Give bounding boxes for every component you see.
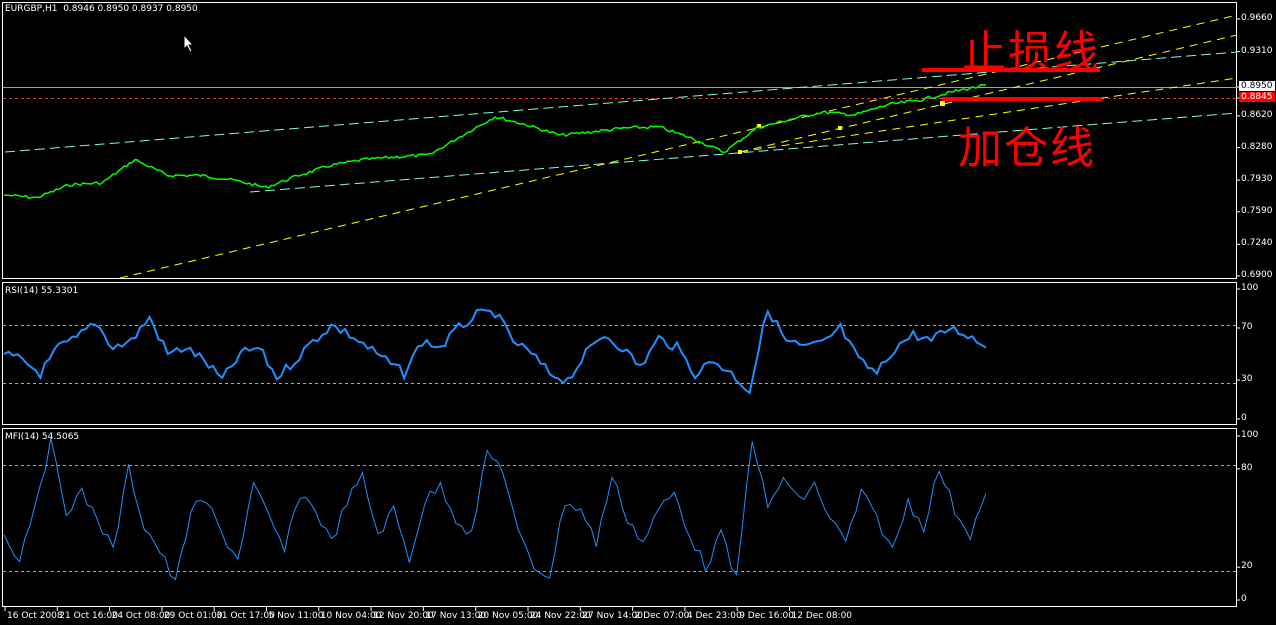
x-axis-tick-label: 31 Oct 17:00 [216,611,275,621]
y-axis-tick-label: 0.8620 [1241,109,1273,120]
price-panel-frame [2,2,1237,279]
trend-anchor-point[interactable] [738,150,742,154]
add-position-annotation: 加仓线 [958,123,1096,174]
trend-line-short[interactable] [739,34,1238,153]
x-axis-tick-label: 21 Oct 16:00 [59,611,118,621]
y-axis-tick-label: 0.8845 [1239,92,1275,102]
y-axis-tick-label: 0 [1241,413,1247,423]
y-axis-tick-label: 0.8950 [1239,81,1275,91]
channel-lower-line[interactable] [249,112,1238,193]
x-axis-tick-label: 5 Nov 11:00 [268,611,324,621]
trend-line-long[interactable] [119,14,1238,279]
rsi-title: RSI(14) 55.3301 [5,286,79,296]
rsi-series-line [3,308,987,395]
x-axis-tick-label: 27 Nov 14:00 [582,611,643,621]
y-axis-tick-label: 80 [1241,462,1253,473]
y-axis-tick-label: 100 [1241,430,1259,440]
price-series-line [3,83,987,200]
x-axis-tick-label: 4 Dec 23:00 [686,611,742,621]
y-axis-tick-label: 30 [1241,374,1253,384]
x-axis-tick-label: 12 Dec 08:00 [791,611,853,621]
y-axis-tick-label: 0 [1241,594,1247,604]
rsi-panel-frame [2,282,1237,425]
x-axis-tick-label: 20 Nov 05:00 [477,611,539,621]
symbol-label: EURGBP,H1 [5,4,58,14]
x-axis-tick-label: 24 Oct 08:00 [111,611,171,621]
y-axis-tick-label: 0.8280 [1241,141,1273,152]
x-axis-tick-label: 10 Nov 04:00 [320,611,382,621]
x-axis-tick-label: 16 Oct 2008 [7,611,63,621]
channel-upper-line[interactable] [4,51,1238,153]
chart-header: EURGBP,H1 0.8946 0.8950 0.8937 0.8950 [5,4,198,14]
x-axis-tick-label: 24 Nov 22:00 [530,611,591,621]
y-axis-tick-label: 100 [1241,283,1259,293]
x-axis-tick-label: 29 Oct 01:00 [163,611,223,621]
x-axis-tick-label: 12 Nov 20:00 [373,611,434,621]
y-axis-tick-label: 20 [1241,561,1253,572]
mouse-cursor-icon [183,34,195,53]
mfi-panel-frame [2,428,1237,607]
trend-anchor-point[interactable] [940,101,945,106]
x-axis-tick-label: 2 Dec 07:00 [634,611,690,621]
ohlc-label: 0.8946 0.8950 0.8937 0.8950 [63,4,198,14]
x-axis-tick-label: 17 Nov 13:00 [425,611,487,621]
y-axis-tick-label: 0.7590 [1241,205,1273,216]
mfi-series-line [3,438,987,581]
x-axis-tick-label: 9 Dec 16:00 [739,611,794,621]
y-axis-tick-label: 0.7240 [1241,238,1273,249]
y-axis-tick-label: 0.6900 [1241,270,1273,280]
trend-anchor-point[interactable] [838,126,842,130]
y-axis-tick-label: 0.9310 [1241,45,1273,56]
stop-loss-annotation: 止损线 [962,27,1100,78]
trend-anchor-point[interactable] [757,124,761,128]
mfi-title: MFI(14) 54.5065 [5,432,80,442]
y-axis-tick-label: 0.9660 [1241,13,1273,23]
y-axis-tick-label: 0.7930 [1241,174,1273,185]
y-axis-tick-label: 70 [1241,322,1253,332]
